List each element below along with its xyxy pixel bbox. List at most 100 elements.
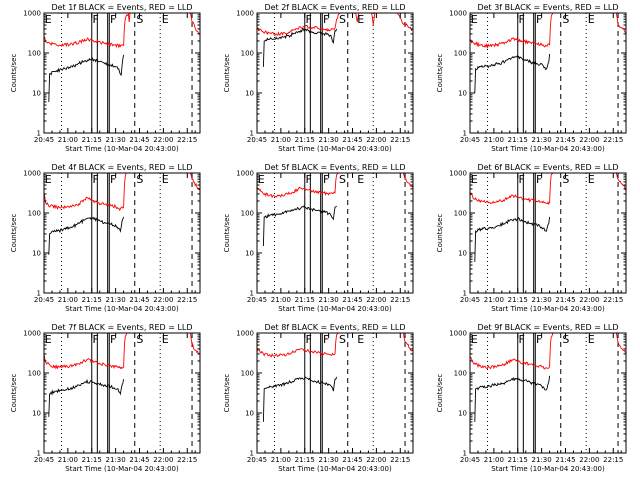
x-tick-label: 20:45 (34, 296, 54, 304)
x-tick-label: 21:45 (342, 296, 362, 304)
x-tick-label: 21:45 (129, 296, 149, 304)
time-marker-label: S (562, 173, 569, 186)
plot-frame (43, 12, 201, 134)
plot-frame (43, 172, 201, 294)
x-tick-label: 21:00 (271, 296, 291, 304)
x-tick-label: 21:00 (484, 296, 504, 304)
time-marker-label: F (93, 173, 99, 186)
x-tick-label: 21:00 (484, 456, 504, 464)
time-marker-label: E (45, 173, 52, 186)
x-axis-label: Start Time (10-Mar-04 20:43:00) (491, 465, 605, 473)
x-tick-label: 21:30 (532, 136, 552, 144)
y-tick-label: 10 (245, 410, 254, 418)
events-series-line (48, 54, 125, 102)
y-tick-label: 1000 (449, 170, 467, 178)
time-marker-label: E (357, 333, 364, 346)
x-tick-label: 21:30 (106, 456, 126, 464)
time-marker-label: F (306, 173, 312, 186)
events-series-line (48, 378, 125, 417)
time-marker-label: F (323, 13, 329, 26)
x-tick-label: 21:30 (106, 296, 126, 304)
x-tick-label: 20:45 (247, 456, 267, 464)
plot-frame (43, 332, 201, 454)
y-tick-label: 100 (28, 50, 41, 58)
time-marker-label: E (471, 13, 478, 26)
x-tick-label: 22:15 (603, 296, 623, 304)
chart-title: Det 2f BLACK = Events, RED = LLD (264, 3, 405, 12)
time-marker-label: S (136, 13, 143, 26)
x-tick-label: 21:45 (555, 296, 575, 304)
x-tick-label: 22:00 (153, 456, 173, 464)
lld-series-line (257, 13, 413, 36)
x-tick-label: 21:45 (342, 456, 362, 464)
time-marker-label: F (110, 333, 116, 346)
x-tick-label: 22:15 (177, 136, 197, 144)
y-tick-label: 1000 (236, 170, 254, 178)
time-marker-label: F (110, 13, 116, 26)
y-tick-label: 100 (241, 210, 254, 218)
events-series-line (262, 205, 337, 247)
events-series-line (474, 53, 551, 94)
y-tick-label: 1 (250, 450, 254, 458)
time-marker-label: F (306, 333, 312, 346)
time-marker-label: F (306, 13, 312, 26)
x-tick-label: 21:00 (271, 456, 291, 464)
x-tick-label: 21:00 (58, 296, 78, 304)
lld-series-line (257, 173, 413, 199)
x-tick-label: 22:00 (579, 456, 599, 464)
x-tick-label: 21:30 (106, 136, 126, 144)
time-marker-label: E (162, 173, 169, 186)
time-marker-label: F (323, 333, 329, 346)
x-tick-label: 21:15 (295, 296, 315, 304)
x-tick-label: 21:30 (532, 296, 552, 304)
x-tick-label: 20:45 (460, 136, 480, 144)
y-axis-label: Counts/sec (436, 374, 444, 413)
x-tick-label: 21:15 (508, 456, 528, 464)
y-tick-label: 1 (463, 450, 467, 458)
x-axis-label: Start Time (10-Mar-04 20:43:00) (278, 305, 392, 313)
x-tick-label: 21:15 (295, 456, 315, 464)
events-series-line (262, 28, 338, 67)
x-tick-label: 21:45 (555, 136, 575, 144)
y-tick-label: 1000 (449, 10, 467, 18)
time-marker-label: E (357, 173, 364, 186)
x-tick-label: 22:15 (177, 456, 197, 464)
time-marker-label: F (519, 333, 525, 346)
lld-series-line (44, 13, 200, 49)
y-tick-label: 10 (245, 250, 254, 258)
time-marker-label: E (588, 13, 595, 26)
lld-series-line (470, 333, 626, 370)
x-tick-label: 22:00 (579, 136, 599, 144)
x-tick-label: 21:30 (319, 456, 339, 464)
y-tick-label: 1000 (236, 10, 254, 18)
time-marker-label: F (93, 13, 99, 26)
y-tick-label: 100 (28, 210, 41, 218)
chart-title: Det 7f BLACK = Events, RED = LLD (51, 323, 192, 332)
x-tick-label: 21:15 (508, 136, 528, 144)
plot-frame (256, 12, 414, 134)
x-axis-label: Start Time (10-Mar-04 20:43:00) (65, 305, 179, 313)
time-marker-label: S (562, 333, 569, 346)
events-series-line (262, 376, 338, 422)
y-tick-label: 1 (463, 130, 467, 138)
time-marker-label: E (162, 333, 169, 346)
x-tick-label: 21:45 (129, 136, 149, 144)
time-marker-label: E (588, 333, 595, 346)
x-tick-label: 21:00 (58, 136, 78, 144)
y-tick-label: 10 (458, 250, 467, 258)
y-axis-label: Counts/sec (223, 54, 231, 93)
time-marker-label: E (162, 13, 169, 26)
y-tick-label: 1 (37, 130, 41, 138)
time-marker-label: E (588, 173, 595, 186)
lld-series-line (470, 173, 626, 206)
x-tick-label: 21:00 (58, 456, 78, 464)
time-marker-label: F (93, 333, 99, 346)
x-tick-label: 22:15 (390, 136, 410, 144)
time-marker-label: E (45, 333, 52, 346)
